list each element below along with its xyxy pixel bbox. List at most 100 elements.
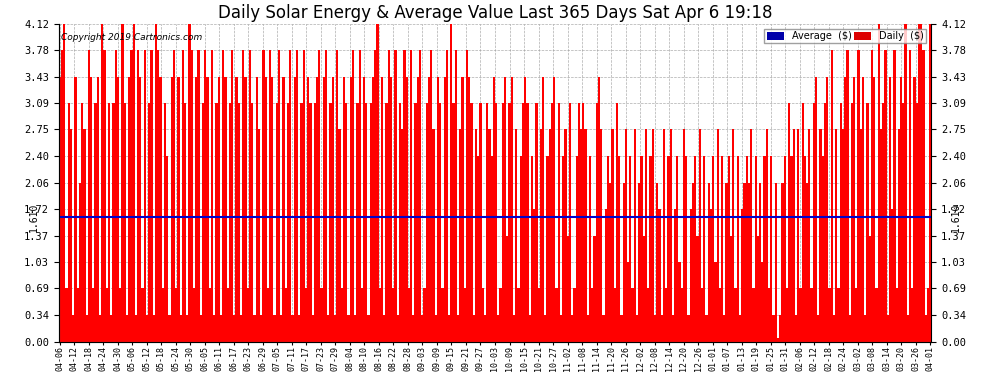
Bar [197, 50, 200, 342]
Bar [743, 183, 745, 342]
Bar [495, 103, 497, 342]
Bar [255, 77, 257, 342]
Bar [768, 288, 770, 342]
Bar [360, 288, 363, 342]
Bar [343, 77, 346, 342]
Bar [421, 315, 424, 342]
Bar [777, 338, 779, 342]
Bar [101, 24, 103, 342]
Bar [426, 103, 428, 342]
Bar [531, 156, 533, 342]
Bar [289, 50, 291, 342]
Bar [634, 129, 636, 342]
Bar [437, 77, 439, 342]
Bar [406, 77, 408, 342]
Bar [67, 103, 70, 342]
Bar [206, 77, 209, 342]
Text: Copyright 2019 Cartronics.com: Copyright 2019 Cartronics.com [61, 33, 203, 42]
Bar [412, 315, 415, 342]
Bar [327, 315, 330, 342]
Bar [358, 50, 360, 342]
Bar [229, 103, 231, 342]
Bar [665, 288, 667, 342]
Bar [846, 50, 848, 342]
Bar [117, 77, 119, 342]
Bar [802, 103, 804, 342]
Bar [728, 156, 730, 342]
Bar [154, 24, 157, 342]
Bar [676, 156, 678, 342]
Bar [893, 50, 896, 342]
Bar [314, 103, 316, 342]
Bar [248, 50, 251, 342]
Bar [548, 129, 551, 342]
Bar [831, 50, 833, 342]
Bar [745, 156, 747, 342]
Bar [339, 129, 341, 342]
Bar [356, 103, 358, 342]
Bar [103, 50, 106, 342]
Bar [660, 315, 663, 342]
Bar [161, 288, 164, 342]
Bar [647, 288, 649, 342]
Bar [392, 288, 394, 342]
Bar [388, 50, 390, 342]
Bar [351, 50, 354, 342]
Bar [394, 50, 397, 342]
Bar [325, 50, 327, 342]
Bar [871, 50, 873, 342]
Bar [853, 77, 855, 342]
Bar [618, 156, 621, 342]
Bar [61, 50, 63, 342]
Bar [113, 103, 115, 342]
Bar [227, 288, 229, 342]
Bar [544, 315, 546, 342]
Bar [598, 77, 600, 342]
Bar [390, 77, 392, 342]
Bar [540, 129, 542, 342]
Bar [222, 50, 225, 342]
Bar [468, 77, 470, 342]
Bar [126, 315, 128, 342]
Bar [157, 50, 159, 342]
Bar [472, 315, 475, 342]
Bar [354, 315, 356, 342]
Bar [119, 288, 122, 342]
Bar [419, 50, 421, 342]
Bar [500, 288, 502, 342]
Text: 1.610: 1.610 [29, 203, 39, 232]
Bar [591, 288, 593, 342]
Bar [826, 77, 829, 342]
Bar [133, 24, 135, 342]
Bar [873, 77, 875, 342]
Bar [649, 156, 651, 342]
Bar [477, 156, 479, 342]
Bar [144, 50, 146, 342]
Bar [430, 50, 433, 342]
Bar [461, 77, 463, 342]
Bar [260, 315, 262, 342]
Bar [63, 24, 65, 342]
Bar [694, 156, 696, 342]
Bar [914, 77, 916, 342]
Bar [790, 156, 793, 342]
Bar [79, 183, 81, 342]
Bar [747, 183, 750, 342]
Bar [81, 103, 83, 342]
Bar [108, 103, 110, 342]
Bar [378, 288, 381, 342]
Bar [164, 103, 166, 342]
Bar [884, 50, 887, 342]
Bar [200, 315, 202, 342]
Bar [721, 156, 724, 342]
Bar [829, 288, 831, 342]
Bar [724, 315, 726, 342]
Bar [600, 129, 602, 342]
Bar [83, 129, 85, 342]
Bar [788, 103, 790, 342]
Bar [309, 103, 312, 342]
Bar [257, 129, 260, 342]
Bar [74, 77, 76, 342]
Bar [385, 103, 388, 342]
Bar [842, 129, 844, 342]
